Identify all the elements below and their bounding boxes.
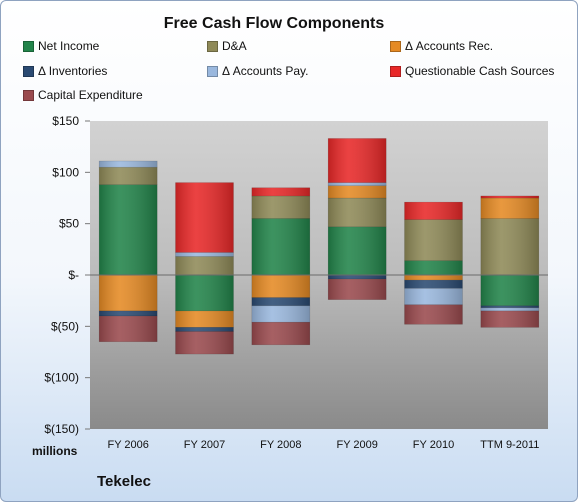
- bar-segment-shading: [480, 198, 539, 219]
- legend-label: Net Income: [38, 39, 100, 53]
- y-tick-label: $100: [52, 165, 79, 179]
- legend-swatch: [390, 40, 401, 52]
- bar-stacks: [98, 138, 540, 355]
- x-tick-label: FY 2008: [260, 439, 301, 451]
- units-label: millions: [32, 444, 78, 458]
- chart-title: Free Cash Flow Components: [163, 15, 385, 32]
- x-tick-label: FY 2006: [107, 439, 148, 451]
- legend-item-net-income: Net Income: [23, 39, 99, 53]
- legend-item-accounts-rec: Δ Accounts Rec.: [390, 39, 493, 53]
- bar-segment-shading: [404, 280, 463, 289]
- legend-label: Capital Expenditure: [38, 88, 143, 102]
- bar-segment-shading: [251, 275, 310, 298]
- bar-segment-shading: [404, 288, 463, 305]
- bar-segment-shading: [404, 202, 463, 220]
- legend-item-questionable-cash: Questionable Cash Sources: [390, 64, 554, 78]
- legend-swatch: [207, 65, 218, 77]
- bar-segment-shading: [99, 310, 158, 317]
- legend-swatch: [207, 40, 218, 52]
- legend-swatch: [23, 65, 34, 77]
- bar-segment-shading: [99, 161, 158, 168]
- bar-segment-shading: [328, 138, 387, 183]
- bar-segment-shading: [480, 195, 539, 198]
- legend-item-d-and-a: D&A: [207, 39, 247, 53]
- bar-segment-shading: [175, 331, 234, 355]
- bar-segment-shading: [480, 305, 539, 308]
- bar-segment-shading: [480, 275, 539, 306]
- legend-swatch: [23, 89, 34, 101]
- y-tick-label: $-: [68, 268, 79, 282]
- x-tick-label: TTM 9-2011: [480, 439, 539, 451]
- bar-segment-shading: [175, 252, 234, 257]
- legend-label: Δ Accounts Rec.: [405, 39, 494, 53]
- bar-segment-shading: [251, 195, 310, 219]
- legend-label: D&A: [222, 39, 247, 53]
- bar-segment-shading: [175, 275, 234, 311]
- bar-segment-shading: [175, 256, 234, 275]
- y-tick-label: $(50): [51, 319, 79, 333]
- bar-segment-shading: [328, 185, 387, 198]
- legend-item-inventories: Δ Inventories: [23, 64, 107, 78]
- bar-segment-shading: [99, 275, 158, 311]
- bar-segment-shading: [251, 187, 310, 196]
- bar-segment-shading: [175, 182, 234, 253]
- legend-label: Δ Inventories: [38, 64, 108, 78]
- y-tick-label: $(100): [44, 371, 79, 385]
- bar-segment-shading: [99, 316, 158, 342]
- bar-segment-shading: [404, 275, 463, 281]
- legend-swatch: [23, 40, 34, 52]
- bar-segment-shading: [328, 275, 387, 280]
- company-name: Tekelec: [97, 473, 151, 490]
- legend-item-accounts-pay: Δ Accounts Pay.: [207, 64, 309, 78]
- legend-label: Questionable Cash Sources: [405, 64, 555, 78]
- bar-segment-shading: [251, 297, 310, 306]
- bar-segment-shading: [328, 279, 387, 300]
- bar-segment-shading: [175, 327, 234, 332]
- legend-swatch: [390, 65, 401, 77]
- x-tick-label: FY 2010: [413, 439, 454, 451]
- bar-segment-shading: [480, 310, 539, 328]
- x-tick-label: FY 2009: [336, 439, 377, 451]
- bar-segment-shading: [99, 167, 158, 185]
- legend-label: Δ Accounts Pay.: [222, 64, 309, 78]
- y-tick-label: $(150): [44, 422, 79, 436]
- bar-segment-shading: [404, 219, 463, 261]
- legend-item-capex: Capital Expenditure: [23, 88, 143, 102]
- x-axis: FY 2006 FY 2007 FY 2008 FY 2009 FY 2010 TTM 9…: [90, 274, 548, 451]
- bar-segment-shading: [480, 218, 539, 275]
- y-axis: $150 $100 $50 $- $(50) $(100) $(150): [44, 114, 90, 436]
- bar-segment-shading: [328, 182, 387, 186]
- y-tick-label: $50: [59, 217, 79, 231]
- x-tick-label: FY 2007: [184, 439, 225, 451]
- bar-segment-shading: [480, 307, 539, 311]
- bar-segment-shading: [251, 305, 310, 323]
- bar-segment-shading: [251, 218, 310, 275]
- bar-segment-shading: [328, 226, 387, 275]
- bar-segment-shading: [99, 184, 158, 275]
- bar-segment-shading: [251, 322, 310, 345]
- bar-segment-shading: [404, 304, 463, 325]
- y-tick-label: $150: [52, 114, 79, 128]
- bar-segment-shading: [175, 310, 234, 328]
- bar-segment-shading: [328, 198, 387, 227]
- bar-segment-shading: [404, 260, 463, 275]
